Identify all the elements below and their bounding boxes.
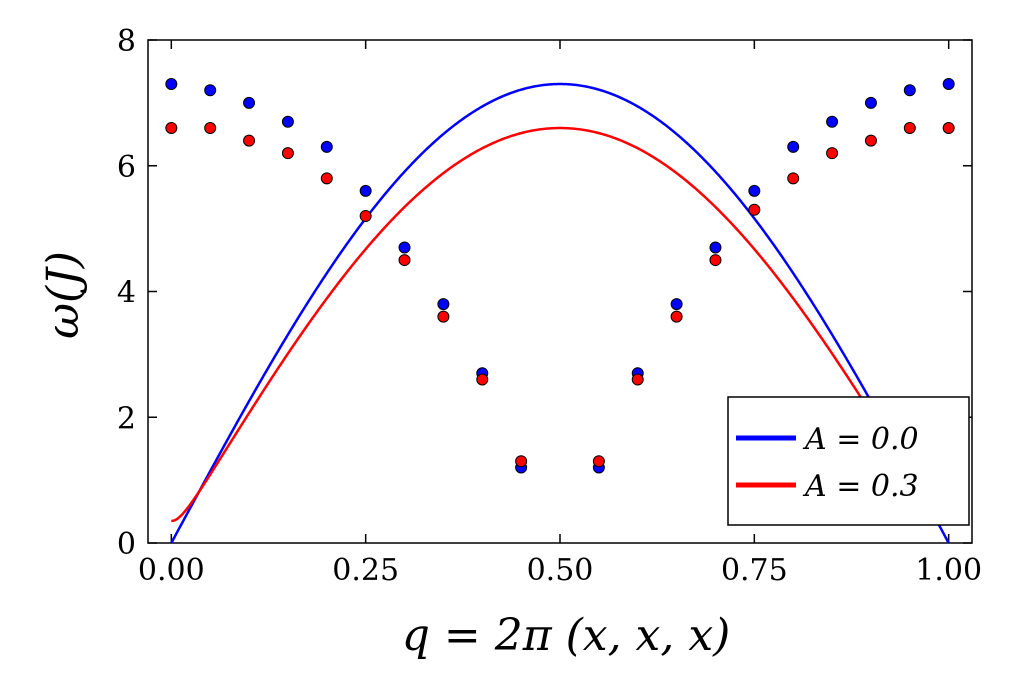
y-axis-title: ω(J)	[38, 251, 89, 339]
data-point-series-1	[631, 373, 644, 386]
data-point-series-1	[864, 134, 877, 147]
data-point-series-0	[359, 184, 372, 197]
data-point-series-0	[709, 241, 722, 254]
data-point-series-1	[243, 134, 256, 147]
data-point-series-1	[826, 147, 839, 160]
data-point-series-0	[437, 298, 450, 311]
data-point-series-1	[281, 147, 294, 160]
data-point-series-0	[903, 84, 916, 97]
y-tick-label: 4	[117, 276, 136, 311]
data-point-series-0	[398, 241, 411, 254]
data-point-series-1	[476, 373, 489, 386]
series-line-0	[170, 82, 950, 544]
data-point-series-1	[592, 455, 605, 468]
data-point-series-0	[864, 96, 877, 109]
data-point-series-1	[398, 254, 411, 267]
data-point-series-1	[359, 210, 372, 223]
legend-box	[727, 396, 970, 526]
data-point-series-1	[165, 122, 178, 135]
data-point-series-0	[826, 115, 839, 128]
axis-ticks: 0.00 0.25 0.50 0.75 1.00 0 2 4 6 8	[117, 24, 982, 588]
data-point-series-0	[204, 84, 217, 97]
data-point-series-1	[204, 122, 217, 135]
data-point-series-0	[165, 78, 178, 91]
x-tick-label: 0.75	[721, 553, 788, 588]
x-tick-label: 0.25	[332, 553, 399, 588]
data-point-series-1	[942, 122, 955, 135]
x-tick-label: 0.00	[138, 553, 205, 588]
series-curves	[170, 82, 950, 544]
legend-label-a00: A = 0.0	[802, 422, 919, 457]
x-axis-title: q = 2π (x, x, x)	[402, 610, 731, 661]
data-point-series-1	[437, 310, 450, 323]
data-point-series-1	[903, 122, 916, 135]
data-point-series-0	[942, 78, 955, 91]
data-point-series-0	[748, 184, 761, 197]
y-tick-label: 8	[117, 24, 136, 59]
x-tick-label: 1.00	[915, 553, 982, 588]
data-point-series-1	[787, 172, 800, 185]
legend: A = 0.0 A = 0.3	[727, 396, 970, 526]
x-tick-label: 0.50	[527, 553, 594, 588]
y-tick-label: 6	[117, 150, 136, 185]
y-tick-label: 2	[117, 401, 136, 436]
data-point-series-0	[787, 140, 800, 153]
series-line-1	[171, 126, 949, 523]
series-markers	[165, 78, 955, 474]
data-point-series-1	[670, 310, 683, 323]
data-point-series-1	[748, 203, 761, 216]
data-point-series-1	[320, 172, 333, 185]
legend-label-a03: A = 0.3	[802, 469, 919, 504]
data-point-series-0	[243, 96, 256, 109]
data-point-series-1	[709, 254, 722, 267]
data-point-series-1	[515, 455, 528, 468]
data-point-series-0	[281, 115, 294, 128]
y-tick-label: 0	[117, 527, 136, 562]
data-point-series-0	[670, 298, 683, 311]
data-point-series-0	[320, 140, 333, 153]
